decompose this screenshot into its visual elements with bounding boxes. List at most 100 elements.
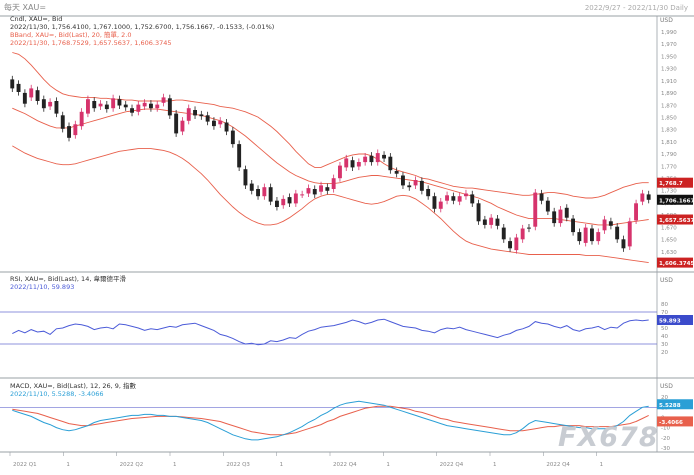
price-tick-label: 1,830 xyxy=(661,128,677,134)
macd-tick-label: -20 xyxy=(661,436,670,442)
candle-body xyxy=(533,192,538,227)
rsi-tick-label: 40 xyxy=(661,334,668,340)
candle-body xyxy=(199,114,204,117)
macd-tag-bg xyxy=(657,399,693,410)
candle-body xyxy=(482,219,487,225)
candle-body xyxy=(470,194,475,204)
candle-body xyxy=(432,196,437,209)
candle-body xyxy=(205,115,210,122)
x-tick-label: 2022 Q4 xyxy=(546,462,570,468)
macd-unit: USD xyxy=(660,383,673,390)
candle-body xyxy=(155,104,160,109)
candle-body xyxy=(92,101,97,109)
candle-body xyxy=(117,99,122,106)
rsi-values: 2022/11/10, 59.893 xyxy=(10,283,74,291)
price-tick-label: 1,790 xyxy=(661,152,677,158)
candle-body xyxy=(369,155,374,163)
rsi-tick-label: 30 xyxy=(661,342,668,348)
x-tick-label: 1 xyxy=(600,462,604,468)
candle-body xyxy=(22,92,27,104)
candle-body xyxy=(243,169,248,186)
candle-body xyxy=(382,154,386,159)
candle-body xyxy=(413,180,418,186)
candle-body xyxy=(451,196,456,201)
upper-band-tag-bg xyxy=(657,177,693,188)
candle-body xyxy=(426,189,431,197)
candle-body xyxy=(539,193,544,201)
candle-body xyxy=(520,228,525,240)
candle-body xyxy=(344,158,349,168)
candle-body xyxy=(16,83,21,92)
candle-body xyxy=(29,88,34,98)
price-tag-bg xyxy=(657,194,693,205)
price-tick-label: 1,730 xyxy=(661,189,677,195)
candle-body xyxy=(590,228,594,242)
price-tick-label: 1,990 xyxy=(661,30,677,36)
x-tick-label: 1 xyxy=(493,462,497,468)
price-unit: USD xyxy=(660,17,673,24)
price-tick-label: 1,850 xyxy=(661,115,677,121)
candle-body xyxy=(388,156,393,171)
candle-body xyxy=(602,219,607,231)
candle-body xyxy=(98,103,103,107)
candle-body xyxy=(193,110,197,116)
candle-body xyxy=(375,153,380,163)
candle-body xyxy=(54,101,59,114)
bband-line: BBand, XAU=, Bid(Last), 20, 簡單, 2.0 xyxy=(10,30,132,39)
candle-body xyxy=(319,185,323,192)
middle-band-tag: 1,657.5637 xyxy=(659,218,694,224)
price-tick-label: 1,970 xyxy=(661,42,677,48)
candle-body xyxy=(268,187,273,202)
candle-body xyxy=(615,226,620,240)
x-tick-label: 2022 Q1 xyxy=(13,462,37,468)
candle-body xyxy=(180,120,185,132)
candle-body xyxy=(583,227,588,243)
candle-body xyxy=(142,102,147,107)
candle-body xyxy=(35,90,40,101)
candle-body xyxy=(350,160,355,168)
candle-body xyxy=(237,144,242,168)
macd-values: 2022/11/10, 5.5288, -3.4066 xyxy=(10,390,104,398)
lower-band-tag: 1,606.3745 xyxy=(659,261,694,267)
candle-body xyxy=(86,99,90,114)
macd-header: MACD, XAU=, Bid(Last), 12, 26, 9, 指數 xyxy=(10,381,137,390)
candle-body xyxy=(293,193,298,204)
candle-body xyxy=(186,108,191,121)
candle-body xyxy=(489,217,494,225)
x-tick-label: 1 xyxy=(280,462,284,468)
candle-body xyxy=(41,99,46,109)
candle-body xyxy=(476,203,481,222)
x-tick-label: 1 xyxy=(173,462,177,468)
candle-body xyxy=(325,187,330,191)
candle-body xyxy=(627,221,632,247)
candle-body xyxy=(514,237,519,251)
candle-body xyxy=(67,126,71,138)
candle-body xyxy=(495,218,500,226)
candle-body xyxy=(577,232,582,242)
macd-line xyxy=(12,400,649,441)
x-tick-label: 2022 Q4 xyxy=(440,462,464,468)
candle-body xyxy=(552,211,557,224)
candle-body xyxy=(161,97,166,103)
signal-tag-bg xyxy=(657,416,693,427)
candle-body xyxy=(111,98,116,109)
candle-body xyxy=(312,189,317,195)
watermark: FX678 xyxy=(558,422,659,453)
rsi-tick-label: 80 xyxy=(661,302,668,308)
candle-body xyxy=(401,175,405,186)
bband-values: 2022/11/30, 1,768.7529, 1,657.5637, 1,60… xyxy=(10,39,172,47)
price-tick-label: 1,870 xyxy=(661,103,677,109)
rsi-unit: USD xyxy=(660,277,673,284)
candle-body xyxy=(646,194,651,200)
candle-body xyxy=(123,104,128,108)
candle-body xyxy=(256,189,260,197)
candle-body xyxy=(608,221,613,226)
candle-body xyxy=(300,194,305,196)
title-right: 2022/9/27 - 2022/11/30 Daily xyxy=(585,4,688,12)
candle-body xyxy=(149,103,153,109)
macd-tick-label: -10 xyxy=(661,426,670,432)
price-tick-label: 1,910 xyxy=(661,79,677,85)
candle-body xyxy=(464,193,468,197)
